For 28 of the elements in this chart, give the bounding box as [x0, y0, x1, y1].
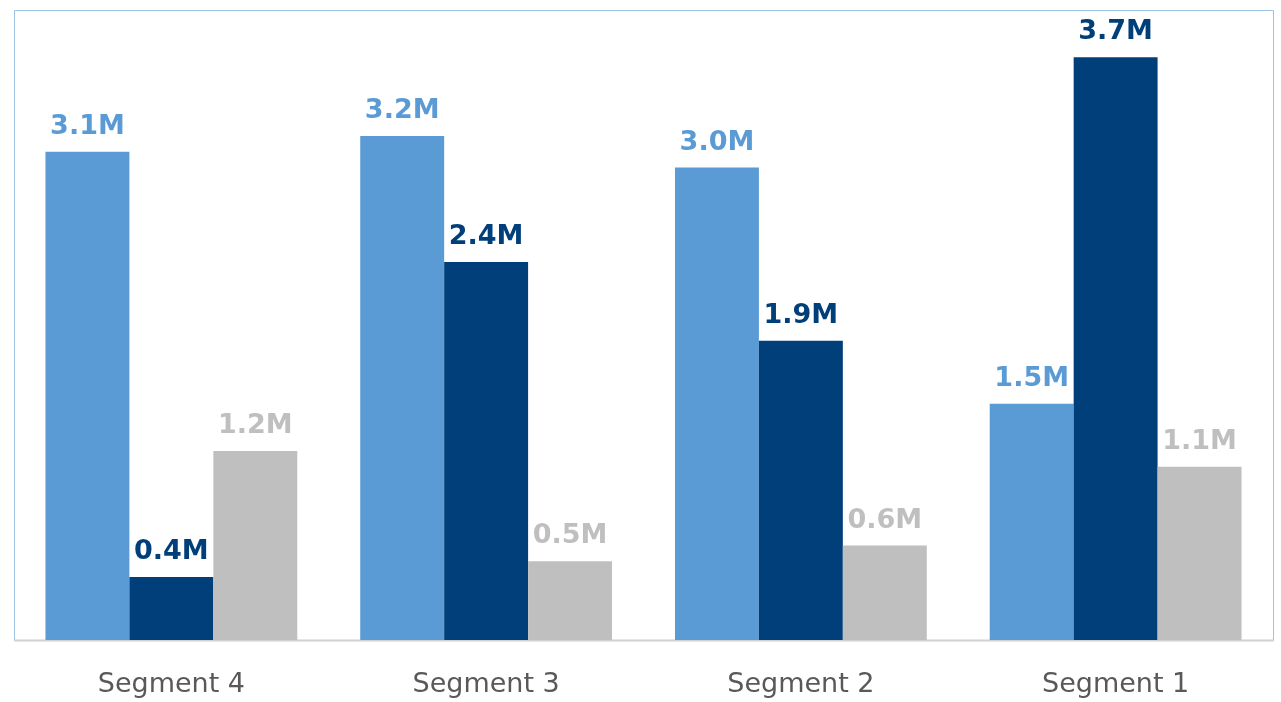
- x-tick-label: Segment 2: [727, 666, 875, 698]
- bar: [129, 577, 214, 640]
- bar: [528, 561, 613, 640]
- data-label: 0.6M: [847, 502, 923, 534]
- bar: [758, 340, 843, 640]
- bar: [1073, 57, 1158, 640]
- bar: [674, 167, 759, 640]
- bar: [360, 136, 445, 640]
- bar: [213, 451, 298, 640]
- data-label: 1.2M: [217, 408, 293, 439]
- data-label: 3.2M: [364, 93, 440, 124]
- data-label: 0.4M: [134, 534, 209, 565]
- data-label: 3.1M: [50, 108, 125, 140]
- bar: [842, 545, 927, 640]
- x-tick-label: Segment 1: [1041, 666, 1190, 698]
- data-label: 1.1M: [1162, 423, 1237, 455]
- bar: [989, 403, 1074, 640]
- x-tick-label: Segment 3: [412, 666, 560, 698]
- bar: [444, 262, 529, 640]
- data-label: 1.5M: [994, 360, 1070, 392]
- data-label: 3.7M: [1078, 14, 1153, 46]
- x-tick-label: Segment 4: [97, 666, 246, 698]
- data-label: 1.9M: [763, 297, 839, 329]
- data-label: 2.4M: [448, 219, 524, 250]
- data-label: 0.5M: [532, 518, 608, 550]
- bar: [1157, 466, 1242, 640]
- bar: [45, 151, 130, 640]
- data-label: 3.0M: [679, 124, 755, 156]
